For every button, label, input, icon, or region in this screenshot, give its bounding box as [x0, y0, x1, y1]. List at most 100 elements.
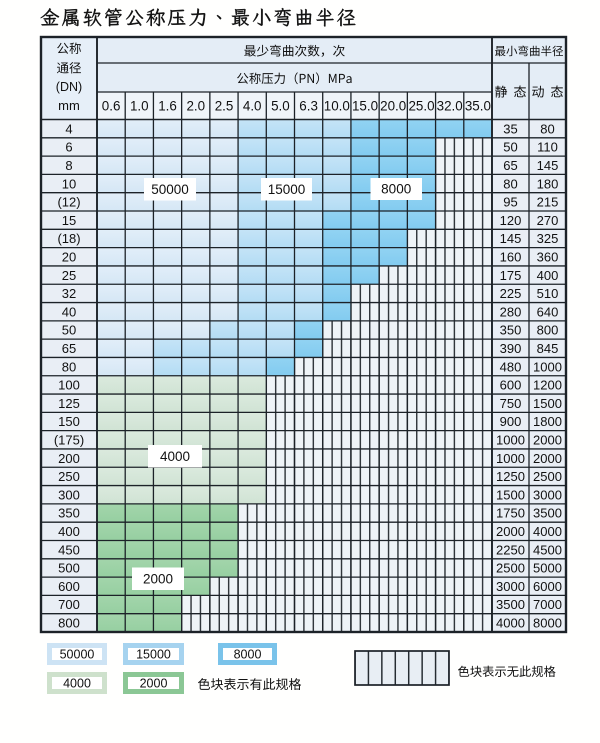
svg-text:(18): (18) [57, 231, 80, 246]
svg-text:15000: 15000 [136, 647, 171, 661]
svg-text:350: 350 [58, 506, 80, 521]
svg-text:750: 750 [500, 396, 522, 411]
svg-text:6000: 6000 [533, 579, 562, 594]
svg-text:600: 600 [500, 378, 522, 393]
svg-text:35.0: 35.0 [465, 99, 491, 114]
svg-text:20.0: 20.0 [380, 99, 406, 114]
svg-text:120: 120 [500, 213, 522, 228]
svg-text:400: 400 [537, 268, 559, 283]
svg-text:4000: 4000 [533, 524, 562, 539]
svg-text:160: 160 [500, 250, 522, 265]
svg-text:400: 400 [58, 524, 80, 539]
svg-text:0.6: 0.6 [102, 99, 121, 114]
svg-text:2250: 2250 [496, 542, 525, 557]
svg-text:3500: 3500 [533, 506, 562, 521]
svg-text:5.0: 5.0 [271, 99, 290, 114]
svg-text:500: 500 [58, 561, 80, 576]
svg-text:3000: 3000 [533, 487, 562, 502]
svg-text:800: 800 [537, 323, 559, 338]
svg-text:150: 150 [58, 414, 80, 429]
svg-text:900: 900 [500, 414, 522, 429]
svg-text:20: 20 [62, 250, 76, 265]
svg-text:1.6: 1.6 [158, 99, 177, 114]
svg-text:6.3: 6.3 [299, 99, 318, 114]
svg-text:4.0: 4.0 [243, 99, 262, 114]
svg-text:2500: 2500 [496, 561, 525, 576]
svg-text:250: 250 [58, 469, 80, 484]
svg-text:mm: mm [58, 98, 80, 113]
svg-text:(175): (175) [54, 433, 84, 448]
svg-text:1750: 1750 [496, 506, 525, 521]
svg-text:3000: 3000 [496, 579, 525, 594]
svg-text:845: 845 [537, 341, 559, 356]
svg-text:180: 180 [537, 176, 559, 191]
svg-text:8000: 8000 [533, 616, 562, 631]
svg-text:(12): (12) [57, 195, 80, 210]
svg-text:8000: 8000 [234, 647, 262, 661]
svg-text:125: 125 [58, 396, 80, 411]
svg-text:25.0: 25.0 [408, 99, 434, 114]
svg-text:480: 480 [500, 359, 522, 374]
svg-text:32: 32 [62, 286, 76, 301]
svg-text:40: 40 [62, 304, 76, 319]
svg-text:4000: 4000 [496, 616, 525, 631]
svg-text:4000: 4000 [63, 676, 91, 690]
svg-text:800: 800 [58, 616, 80, 631]
svg-text:200: 200 [58, 451, 80, 466]
svg-text:25: 25 [62, 268, 76, 283]
svg-text:145: 145 [537, 158, 559, 173]
svg-text:50: 50 [62, 323, 76, 338]
svg-text:110: 110 [537, 140, 558, 155]
svg-text:2500: 2500 [533, 469, 562, 484]
svg-text:2000: 2000 [533, 451, 562, 466]
svg-text:215: 215 [537, 195, 559, 210]
svg-text:1500: 1500 [533, 396, 562, 411]
svg-text:50000: 50000 [60, 647, 95, 661]
svg-text:325: 325 [537, 231, 559, 246]
svg-text:4500: 4500 [533, 542, 562, 557]
svg-text:6: 6 [65, 140, 72, 155]
svg-text:3500: 3500 [496, 597, 525, 612]
svg-text:(DN): (DN) [56, 80, 82, 94]
svg-text:4: 4 [65, 121, 72, 136]
svg-text:300: 300 [58, 487, 80, 502]
svg-text:80: 80 [62, 359, 76, 374]
svg-text:510: 510 [537, 286, 559, 301]
svg-text:15: 15 [62, 213, 76, 228]
svg-text:600: 600 [58, 579, 80, 594]
svg-text:80: 80 [503, 176, 517, 191]
svg-text:450: 450 [58, 542, 80, 557]
svg-text:5000: 5000 [533, 561, 562, 576]
svg-text:32.0: 32.0 [437, 99, 463, 114]
svg-text:50: 50 [503, 140, 517, 155]
svg-text:65: 65 [503, 158, 517, 173]
svg-text:4000: 4000 [160, 449, 190, 464]
svg-text:35: 35 [503, 121, 517, 136]
svg-text:65: 65 [62, 341, 76, 356]
svg-text:80: 80 [540, 121, 554, 136]
svg-text:2000: 2000 [140, 676, 168, 690]
svg-text:10: 10 [62, 176, 76, 191]
svg-text:2000: 2000 [143, 572, 173, 587]
svg-text:2.0: 2.0 [186, 99, 205, 114]
svg-text:1000: 1000 [496, 433, 525, 448]
svg-text:145: 145 [500, 231, 522, 246]
svg-text:2.5: 2.5 [215, 99, 234, 114]
svg-text:350: 350 [500, 323, 522, 338]
svg-text:1.0: 1.0 [130, 99, 149, 114]
svg-text:175: 175 [500, 268, 522, 283]
svg-text:390: 390 [500, 341, 522, 356]
svg-text:100: 100 [58, 378, 80, 393]
svg-text:1250: 1250 [496, 469, 525, 484]
svg-text:8000: 8000 [381, 182, 411, 197]
svg-text:1200: 1200 [533, 378, 562, 393]
svg-text:2000: 2000 [533, 433, 562, 448]
svg-text:1800: 1800 [533, 414, 562, 429]
svg-text:15000: 15000 [268, 182, 306, 197]
svg-text:95: 95 [503, 195, 517, 210]
svg-text:15.0: 15.0 [352, 99, 378, 114]
svg-text:10.0: 10.0 [324, 99, 350, 114]
svg-text:225: 225 [500, 286, 522, 301]
svg-text:2000: 2000 [496, 524, 525, 539]
svg-text:1500: 1500 [496, 487, 525, 502]
